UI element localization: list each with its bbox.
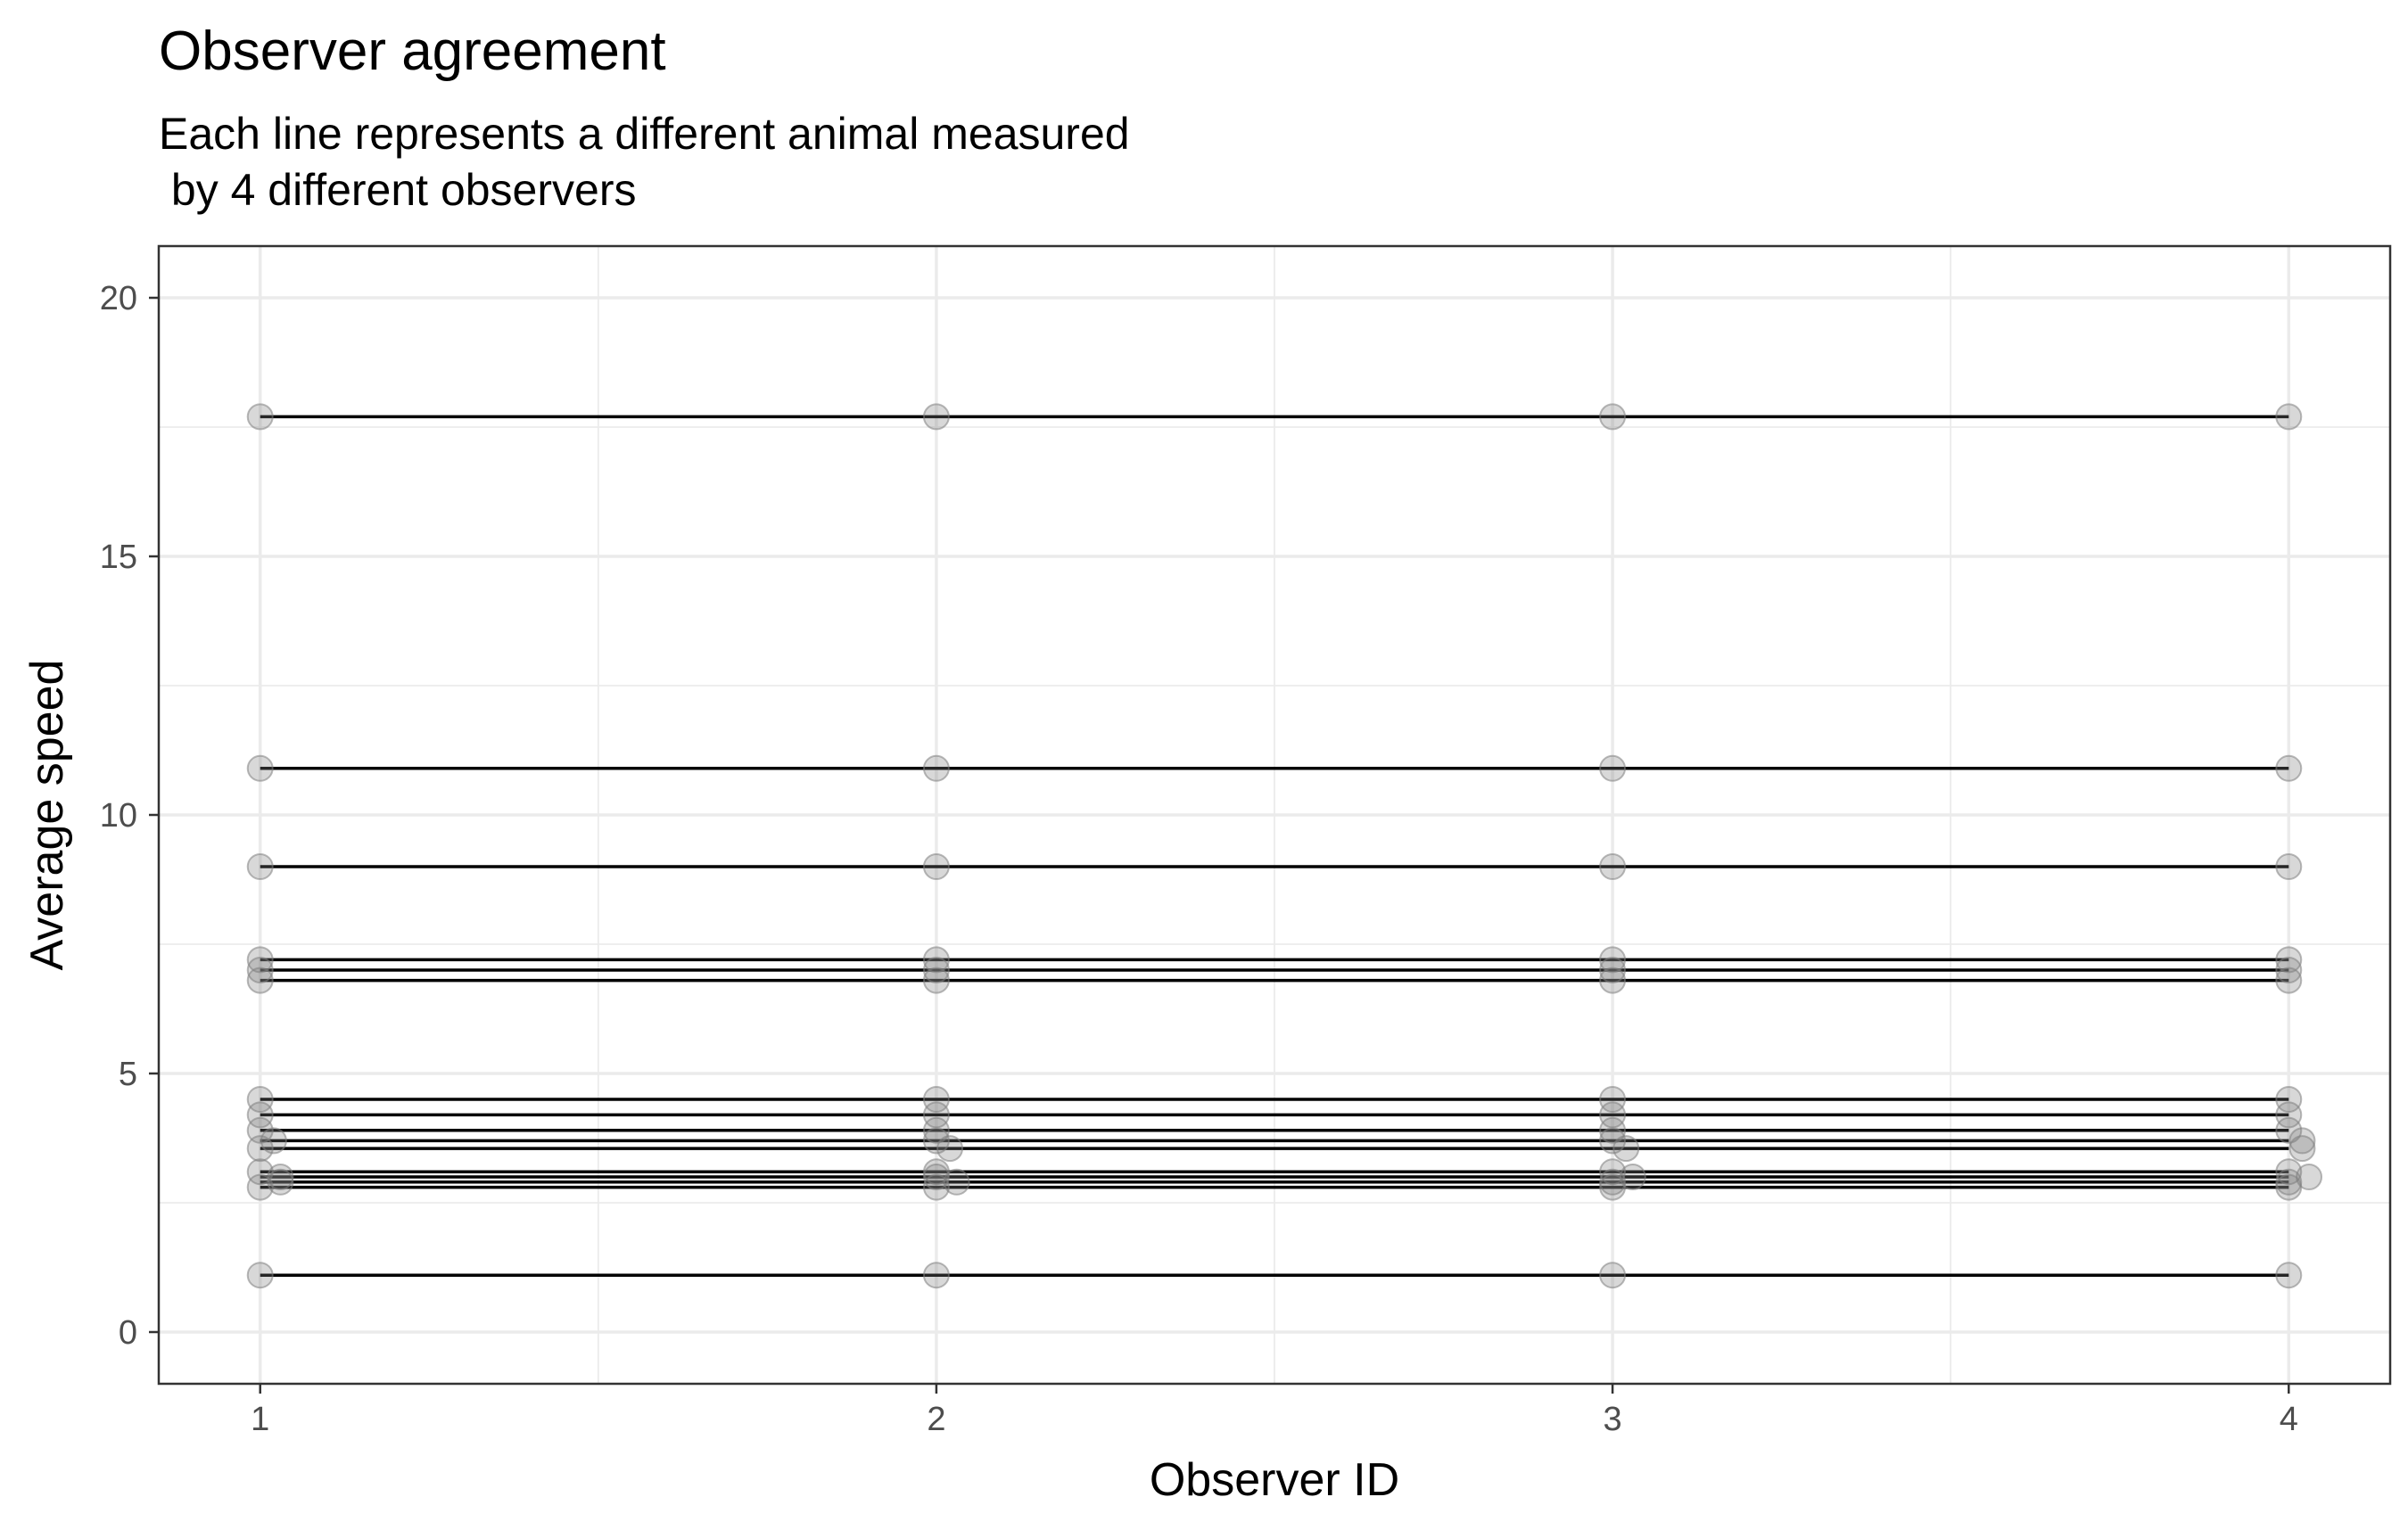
data-point [922,1164,950,1190]
data-point [267,1168,294,1196]
data-point [2275,1158,2303,1186]
data-point [1599,946,1627,974]
data-point [2275,967,2303,994]
data-point [1599,1173,1627,1201]
data-point [1599,967,1627,994]
data-point [1599,1086,1627,1113]
y-tick-label: 15 [100,539,137,576]
chart-title: Observer agreement [159,21,666,82]
data-point [1599,1158,1627,1186]
data-point [922,403,950,431]
x-tick-label: 1 [251,1401,269,1438]
data-point [1599,957,1627,983]
data-point [936,1135,964,1163]
data-point [2275,1101,2303,1129]
data-point [922,1086,950,1113]
data-point [246,403,274,431]
x-axis: 1 2 3 4 [251,1384,2298,1438]
data-point [2275,1262,2303,1289]
data-point [2288,1127,2316,1155]
data-point [2288,1135,2316,1163]
data-point [2275,853,2303,880]
x-tick-label: 4 [2280,1401,2298,1438]
data-point [1599,754,1627,782]
data-point [246,1101,274,1129]
grid-layer [159,246,2390,1384]
y-tick-label: 5 [119,1056,137,1093]
x-axis-title: Observer ID [1150,1454,1399,1506]
data-point [2275,957,2303,983]
chart-subtitle-line-1: Each line represents a different animal … [159,109,1130,159]
data-point [246,1086,274,1113]
data-point [1599,1127,1627,1155]
y-tick-label: 10 [100,797,137,835]
data-point [246,1116,274,1144]
data-points [246,403,2323,1289]
data-point [2275,946,2303,974]
data-point [246,957,274,983]
y-tick-label: 0 [119,1314,137,1352]
data-point [922,1116,950,1144]
x-tick-label: 3 [1604,1401,1622,1438]
data-point [246,1135,274,1163]
data-point [2275,1116,2303,1144]
data-point [922,1127,950,1155]
data-point [1599,1262,1627,1289]
y-axis: 0 5 10 15 20 [100,280,159,1352]
chart-subtitle-line-2: by 4 different observers [159,165,636,215]
data-point [246,1173,274,1201]
data-point [2275,1086,2303,1113]
data-point [922,957,950,983]
y-tick-label: 20 [100,280,137,317]
x-tick-label: 2 [927,1401,945,1438]
data-point [922,853,950,880]
data-point [260,1127,287,1155]
data-point [922,967,950,994]
data-point [246,853,274,880]
data-point [1599,403,1627,431]
data-point [2275,403,2303,431]
data-point [246,946,274,974]
data-point [922,1262,950,1289]
data-point [2275,1173,2303,1201]
data-point [246,1262,274,1289]
data-point [1599,1116,1627,1144]
data-point [922,1173,950,1201]
data-point [922,946,950,974]
data-point [246,754,274,782]
series-lines [260,415,2289,1277]
data-point [922,754,950,782]
data-point [1612,1135,1640,1163]
data-point [2275,754,2303,782]
y-axis-title: Average speed [21,660,73,971]
data-point [1599,853,1627,880]
data-point [943,1168,970,1196]
data-point [246,967,274,994]
